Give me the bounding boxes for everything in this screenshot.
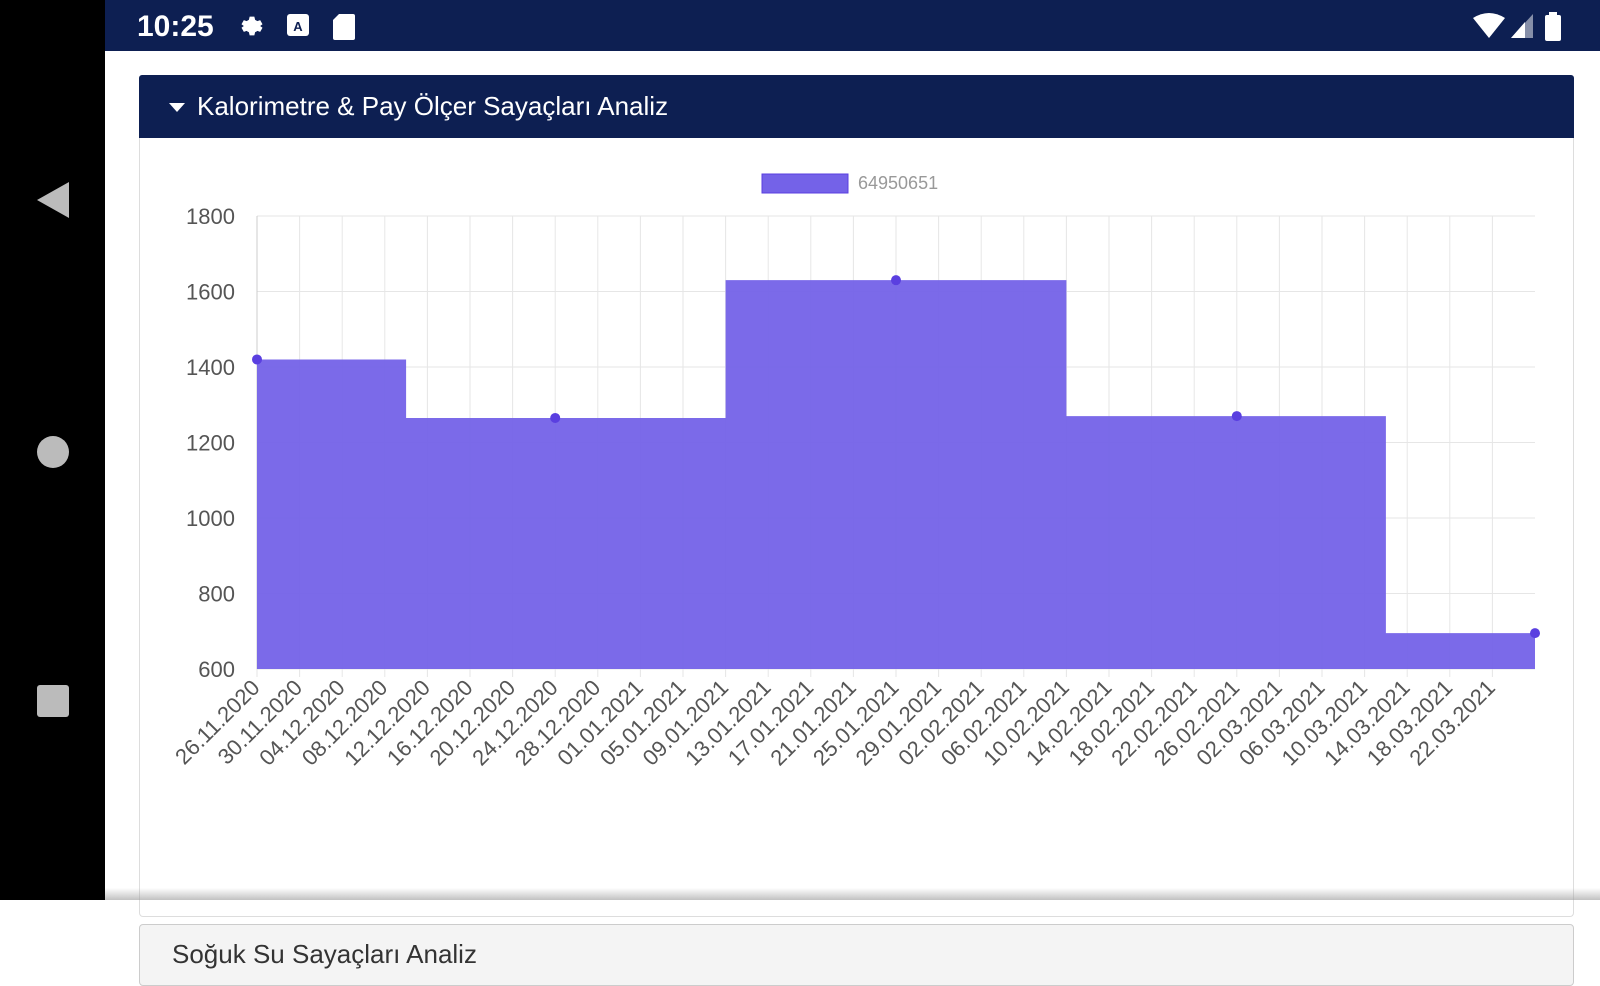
data-point bbox=[891, 275, 901, 286]
caret-down-icon bbox=[169, 102, 185, 112]
legend-swatch bbox=[761, 173, 849, 194]
y-tick-label: 1000 bbox=[186, 506, 235, 531]
gear-icon bbox=[241, 16, 263, 36]
panel2-title: Soğuk Su Sayaçları Analiz bbox=[172, 939, 477, 969]
wifi-icon bbox=[1473, 13, 1505, 38]
signal-icon bbox=[1511, 14, 1533, 38]
panel2-header-toggle[interactable]: Soğuk Su Sayaçları Analiz bbox=[139, 924, 1574, 986]
status-bar: 10:25 A bbox=[105, 0, 1600, 51]
sd-card-icon bbox=[333, 14, 355, 40]
data-point bbox=[1231, 411, 1242, 422]
recents-square-icon bbox=[36, 685, 69, 717]
battery-icon bbox=[1545, 12, 1561, 41]
y-tick-label: 1800 bbox=[186, 204, 235, 229]
panel-header-toggle[interactable]: Kalorimetre & Pay Ölçer Sayaçları Analiz bbox=[139, 75, 1574, 138]
home-button[interactable] bbox=[0, 434, 105, 470]
recents-button[interactable] bbox=[0, 683, 105, 719]
series-area bbox=[257, 280, 1535, 669]
y-tick-label: 1600 bbox=[186, 280, 235, 305]
clock: 10:25 bbox=[137, 10, 214, 43]
legend-label: 64950651 bbox=[858, 173, 938, 193]
y-tick-label: 1200 bbox=[186, 431, 235, 456]
data-point bbox=[550, 412, 561, 423]
data-point bbox=[252, 354, 262, 365]
y-tick-label: 800 bbox=[198, 582, 235, 607]
panel-title: Kalorimetre & Pay Ölçer Sayaçları Analiz bbox=[197, 91, 669, 121]
back-triangle-icon bbox=[36, 182, 69, 218]
bottom-shadow bbox=[105, 888, 1600, 900]
android-nav-bar bbox=[0, 0, 105, 900]
home-circle-icon bbox=[36, 436, 69, 468]
a-icon: A bbox=[287, 14, 309, 36]
step-area-chart: 6008001000120014001600180026.11.202030.1… bbox=[170, 173, 1540, 770]
y-tick-label: 600 bbox=[198, 657, 235, 682]
svg-text:A: A bbox=[293, 19, 303, 34]
data-point bbox=[1530, 628, 1540, 639]
back-button[interactable] bbox=[0, 180, 105, 220]
y-tick-label: 1400 bbox=[186, 355, 235, 380]
